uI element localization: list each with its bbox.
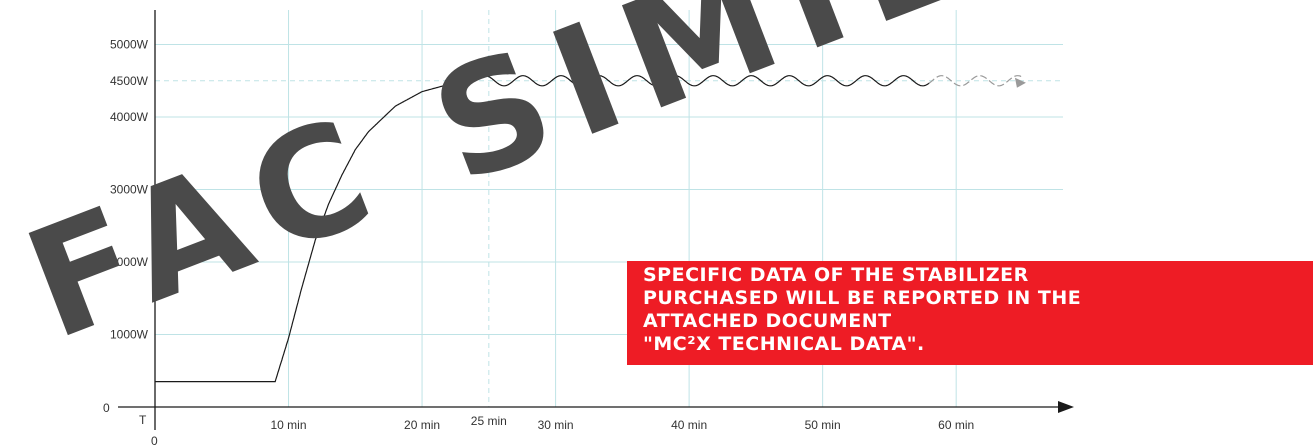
x-tick-label: 10 min (271, 418, 307, 432)
origin-label: 0 (151, 434, 158, 447)
series-arrow-icon (1014, 77, 1026, 88)
x-tick-labels: 10 min 20 min 25 min 30 min 40 min 50 min 60 m… (271, 414, 975, 432)
x-tick-label: 30 min (538, 418, 574, 432)
chart-axes (118, 10, 1074, 430)
power-series (155, 75, 1026, 383)
note-line-4: "MC²X TECHNICAL DATA". (643, 333, 925, 355)
y-tick-label: 4500W (110, 74, 149, 88)
y-tick-label: 5000W (110, 38, 149, 52)
note-line-1: SPECIFIC DATA OF THE STABILIZER (643, 264, 1029, 286)
y-tick-label: 3000W (110, 183, 149, 197)
x-tick-label: 20 min (404, 418, 440, 432)
x-axis-title: T (139, 413, 147, 427)
x-axis-arrow-icon (1058, 401, 1074, 413)
x-tick-label: 60 min (938, 418, 974, 432)
stabilizer-note: SPECIFIC DATA OF THE STABILIZER PURCHASE… (627, 261, 1313, 365)
y-tick-label: 1000W (110, 328, 149, 342)
y-tick-labels: 1000W 2000W 3000W 4000W 4500W 5000W (110, 38, 149, 342)
power-line-fade (928, 75, 1024, 87)
y-tick-label: 2000W (110, 255, 149, 269)
chart-grid (155, 10, 1063, 407)
y-zero-label: 0 (103, 401, 110, 415)
note-line-2: PURCHASED WILL BE REPORTED IN THE (643, 287, 1082, 309)
x-tick-label: 40 min (671, 418, 707, 432)
x-tick-label: 50 min (805, 418, 841, 432)
power-line (155, 75, 930, 383)
x-tick-label: 25 min (471, 414, 507, 428)
y-tick-label: 4000W (110, 110, 149, 124)
note-line-3: ATTACHED DOCUMENT (643, 310, 892, 332)
